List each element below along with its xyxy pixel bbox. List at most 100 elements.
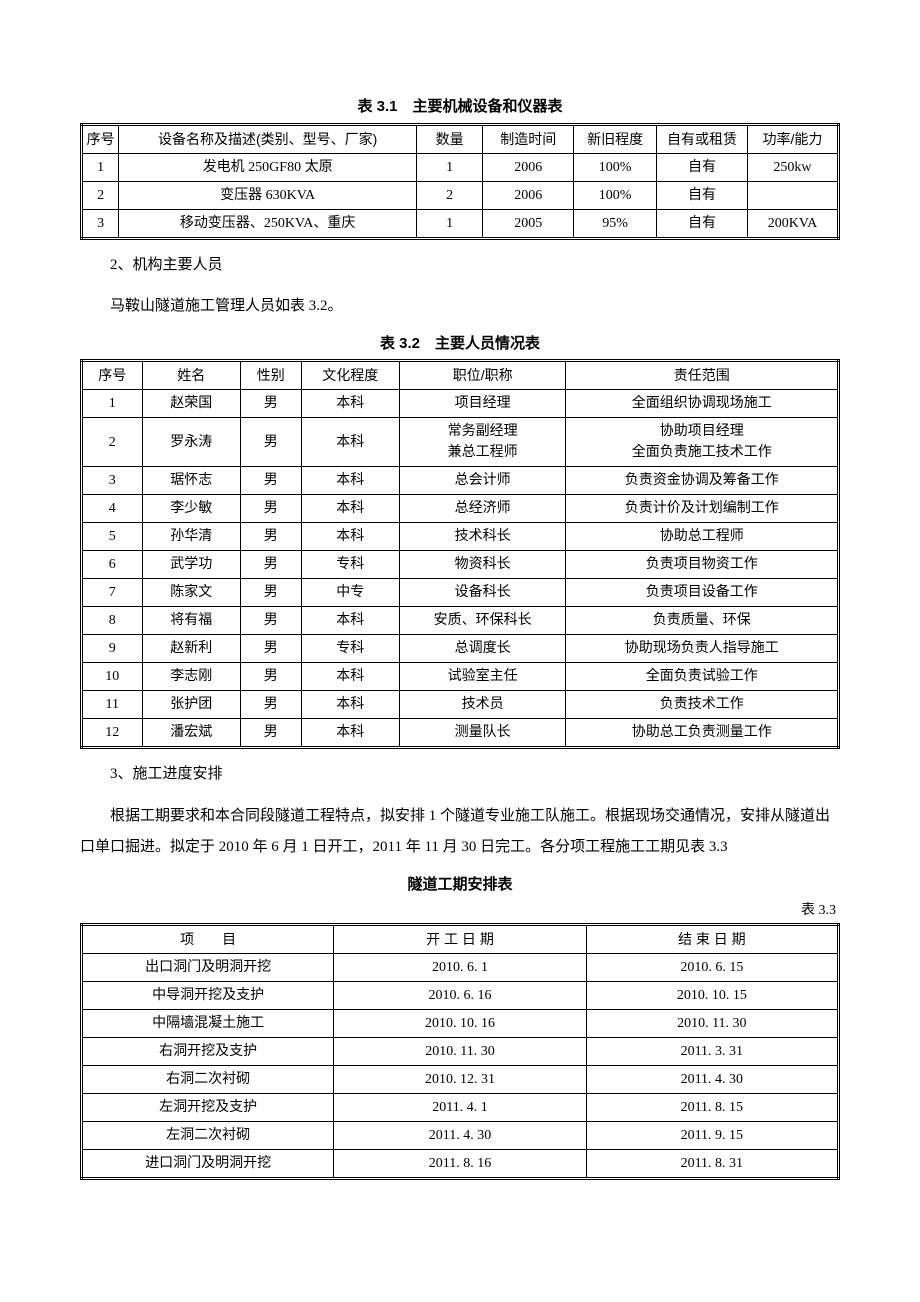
table1-row: 2变压器 630KVA22006100%自有 xyxy=(82,181,839,209)
table1-h3: 制造时间 xyxy=(483,124,574,153)
table1-cell: 1 xyxy=(417,153,483,181)
table1-cell xyxy=(747,181,838,209)
table3-h0: 项 目 xyxy=(82,925,334,954)
table2-cell: 协助总工程师 xyxy=(566,523,839,551)
table2-row: 8将有福男本科安质、环保科长负责质量、环保 xyxy=(82,607,839,635)
table1-body: 1发电机 250GF80 太原12006100%自有250kw2变压器 630K… xyxy=(82,153,839,238)
table2-cell: 男 xyxy=(240,523,301,551)
table2-cell: 本科 xyxy=(301,390,399,418)
table3-row: 中导洞开挖及支护2010. 6. 162010. 10. 15 xyxy=(82,982,839,1010)
table2-cell: 男 xyxy=(240,390,301,418)
table1-cell: 自有 xyxy=(656,209,747,238)
table2-body: 1赵荣国男本科项目经理全面组织协调现场施工2罗永涛男本科常务副经理兼总工程师协助… xyxy=(82,390,839,748)
table3-cell: 2011. 4. 30 xyxy=(586,1066,838,1094)
table2-cell: 李志刚 xyxy=(142,663,240,691)
table2-cell: 12 xyxy=(82,719,143,748)
table3-cell: 2011. 4. 30 xyxy=(334,1122,586,1150)
table2-cell: 6 xyxy=(82,551,143,579)
table2-cell: 负责技术工作 xyxy=(566,691,839,719)
table2-cell: 2 xyxy=(82,418,143,467)
table2-cell: 常务副经理兼总工程师 xyxy=(399,418,566,467)
table2-row: 9赵新利男专科总调度长协助现场负责人指导施工 xyxy=(82,635,839,663)
table3-cell: 2011. 3. 31 xyxy=(586,1038,838,1066)
table2-row: 2罗永涛男本科常务副经理兼总工程师协助项目经理全面负责施工技术工作 xyxy=(82,418,839,467)
table2-cell: 测量队长 xyxy=(399,719,566,748)
table2-cell: 3 xyxy=(82,467,143,495)
table3-body: 出口洞门及明洞开挖2010. 6. 12010. 6. 15中导洞开挖及支护20… xyxy=(82,954,839,1179)
table3-row: 左洞二次衬砌2011. 4. 302011. 9. 15 xyxy=(82,1122,839,1150)
table2-cell: 专科 xyxy=(301,635,399,663)
table1-h0: 序号 xyxy=(82,124,119,153)
table1-cell: 2006 xyxy=(483,153,574,181)
table1-h1: 设备名称及描述(类别、型号、厂家) xyxy=(119,124,417,153)
table3-cell: 2011. 8. 16 xyxy=(334,1150,586,1179)
table2-cell: 全面组织协调现场施工 xyxy=(566,390,839,418)
table2-cell: 安质、环保科长 xyxy=(399,607,566,635)
table3-header-row: 项 目 开 工 日 期 结 束 日 期 xyxy=(82,925,839,954)
table2-cell: 男 xyxy=(240,663,301,691)
table3-row: 进口洞门及明洞开挖2011. 8. 162011. 8. 31 xyxy=(82,1150,839,1179)
table2-cell: 潘宏斌 xyxy=(142,719,240,748)
table3-cell: 中隔墙混凝土施工 xyxy=(82,1010,334,1038)
para-schedule-body: 根据工期要求和本合同段隧道工程特点，拟安排 1 个隧道专业施工队施工。根据现场交… xyxy=(80,801,840,864)
para-schedule-heading: 3、施工进度安排 xyxy=(80,759,840,791)
table2-h4: 职位/职称 xyxy=(399,361,566,390)
table2-h2: 性别 xyxy=(240,361,301,390)
table2-cell: 技术科长 xyxy=(399,523,566,551)
table3-cell: 中导洞开挖及支护 xyxy=(82,982,334,1010)
table2-row: 1赵荣国男本科项目经理全面组织协调现场施工 xyxy=(82,390,839,418)
table2-cell: 10 xyxy=(82,663,143,691)
table2-cell: 1 xyxy=(82,390,143,418)
table2-cell: 设备科长 xyxy=(399,579,566,607)
table2-cell: 负责项目设备工作 xyxy=(566,579,839,607)
table2-cell: 赵荣国 xyxy=(142,390,240,418)
table2-cell: 男 xyxy=(240,418,301,467)
table1-row: 3移动变压器、250KVA、重庆1200595%自有200KVA xyxy=(82,209,839,238)
table3-h2: 结 束 日 期 xyxy=(586,925,838,954)
table1-cell: 1 xyxy=(417,209,483,238)
table2-cell: 赵新利 xyxy=(142,635,240,663)
table3-row: 左洞开挖及支护2011. 4. 12011. 8. 15 xyxy=(82,1094,839,1122)
table1-cell: 3 xyxy=(82,209,119,238)
table2-cell: 4 xyxy=(82,495,143,523)
table2-h1: 姓名 xyxy=(142,361,240,390)
table2-cell: 试验室主任 xyxy=(399,663,566,691)
table3-cell: 2010. 6. 1 xyxy=(334,954,586,982)
table2-cell: 项目经理 xyxy=(399,390,566,418)
table3: 项 目 开 工 日 期 结 束 日 期 出口洞门及明洞开挖2010. 6. 12… xyxy=(80,923,840,1180)
table2-cell: 本科 xyxy=(301,719,399,748)
table3-cell: 出口洞门及明洞开挖 xyxy=(82,954,334,982)
table3-h1: 开 工 日 期 xyxy=(334,925,586,954)
table2-cell: 男 xyxy=(240,691,301,719)
table1-h6: 功率/能力 xyxy=(747,124,838,153)
table2-h3: 文化程度 xyxy=(301,361,399,390)
table2-cell: 男 xyxy=(240,467,301,495)
table3-row: 右洞二次衬砌2010. 12. 312011. 4. 30 xyxy=(82,1066,839,1094)
table1-cell: 自有 xyxy=(656,153,747,181)
table2-row: 10李志刚男本科试验室主任全面负责试验工作 xyxy=(82,663,839,691)
table2-cell: 协助总工负责测量工作 xyxy=(566,719,839,748)
table1-cell: 发电机 250GF80 太原 xyxy=(119,153,417,181)
table1-h5: 自有或租赁 xyxy=(656,124,747,153)
table3-cell: 左洞开挖及支护 xyxy=(82,1094,334,1122)
table3-cell: 2010. 10. 16 xyxy=(334,1010,586,1038)
table1-header-row: 序号 设备名称及描述(类别、型号、厂家) 数量 制造时间 新旧程度 自有或租赁 … xyxy=(82,124,839,153)
table2-row: 5孙华清男本科技术科长协助总工程师 xyxy=(82,523,839,551)
table1-h4: 新旧程度 xyxy=(574,124,657,153)
table3-cell: 右洞二次衬砌 xyxy=(82,1066,334,1094)
table2-cell: 11 xyxy=(82,691,143,719)
table3-cell: 2011. 8. 31 xyxy=(586,1150,838,1179)
table2-cell: 孙华清 xyxy=(142,523,240,551)
table3-cell: 2010. 10. 15 xyxy=(586,982,838,1010)
table3-cell: 左洞二次衬砌 xyxy=(82,1122,334,1150)
table2-cell: 男 xyxy=(240,551,301,579)
table2-cell: 中专 xyxy=(301,579,399,607)
table3-title: 隧道工期安排表 xyxy=(80,874,840,897)
table2-cell: 总调度长 xyxy=(399,635,566,663)
table2-cell: 协助项目经理全面负责施工技术工作 xyxy=(566,418,839,467)
table1-title: 表 3.1 主要机械设备和仪器表 xyxy=(80,96,840,119)
table2-cell: 琚怀志 xyxy=(142,467,240,495)
table2-cell: 负责质量、环保 xyxy=(566,607,839,635)
table2-cell: 总经济师 xyxy=(399,495,566,523)
table2-h0: 序号 xyxy=(82,361,143,390)
